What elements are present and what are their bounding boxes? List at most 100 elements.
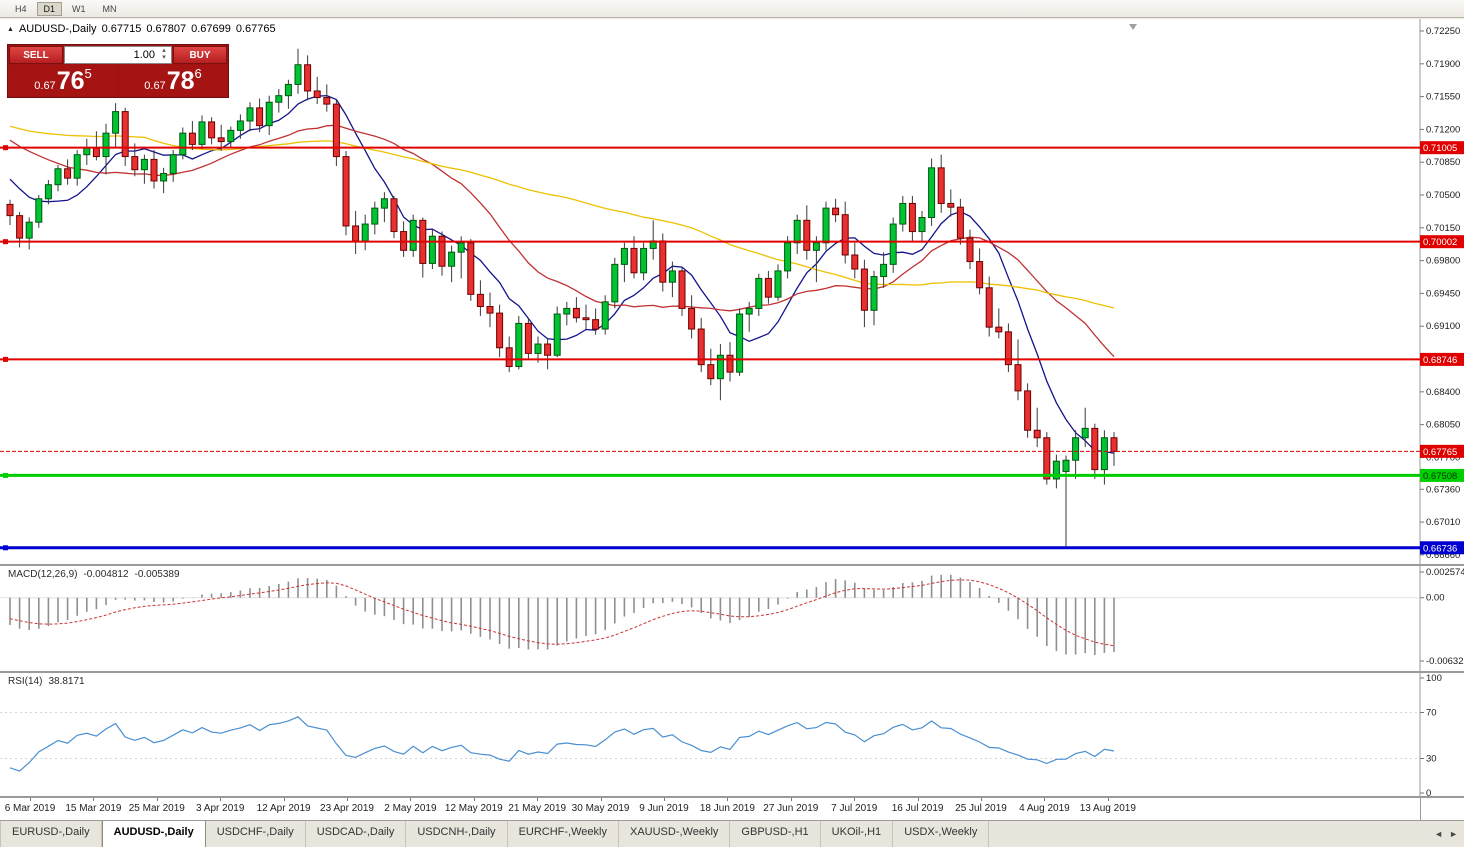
tab-scroll-right-icon[interactable]: ► [1449, 829, 1458, 839]
svg-text:0.72250: 0.72250 [1426, 26, 1460, 37]
chart-symbol-label: AUDUSD-,Daily [18, 23, 97, 35]
buy-price-display[interactable]: 0.67 78 6 [119, 65, 227, 96]
tab-gbpusd-h1[interactable]: GBPUSD-,H1 [730, 821, 821, 847]
svg-text:0.71550: 0.71550 [1426, 92, 1460, 103]
svg-text:0.67010: 0.67010 [1426, 517, 1460, 528]
sell-price-display[interactable]: 0.67 76 5 [9, 65, 117, 96]
svg-text:0.66736: 0.66736 [1423, 543, 1457, 554]
svg-text:0.68746: 0.68746 [1423, 355, 1457, 366]
sell-button[interactable]: SELL [9, 46, 63, 64]
svg-text:0.67765: 0.67765 [1423, 447, 1457, 458]
rsi-value: 38.8171 [48, 676, 85, 687]
date-tick [537, 798, 539, 801]
date-tick-label: 27 Jun 2019 [763, 803, 819, 814]
date-tick [664, 798, 665, 801]
date-axis[interactable]: 6 Mar 2019 15 Mar 2019 25 Mar 2019 3 Apr 20… [0, 798, 1464, 820]
date-tick [600, 798, 602, 801]
rsi-label: RSI(14) 38.8171 [8, 676, 85, 687]
tab-usdcad-daily[interactable]: USDCAD-,Daily [306, 821, 407, 847]
volume-down-icon[interactable]: ▾ [162, 54, 166, 61]
date-tick [917, 798, 919, 801]
date-tick-label: 25 Mar 2019 [128, 803, 185, 814]
svg-text:0.69450: 0.69450 [1426, 288, 1460, 299]
sell-price-figure: 0.67 [34, 80, 56, 92]
svg-text:0.70150: 0.70150 [1426, 223, 1460, 234]
date-tick-label: 25 Jul 2019 [955, 803, 1007, 814]
svg-text:0.69800: 0.69800 [1426, 256, 1460, 267]
panel-separator[interactable] [0, 564, 1464, 566]
timeframe-toolbar: H4 D1 W1 MN [0, 0, 1464, 18]
date-tick [981, 798, 982, 801]
timeframe-button-h4[interactable]: H4 [15, 3, 27, 14]
date-tick [1044, 798, 1046, 801]
tab-eurusd-daily[interactable]: EURUSD-,Daily [0, 821, 102, 847]
date-tick-label: 3 Apr 2019 [196, 803, 245, 814]
buy-price-pips: 78 [166, 67, 195, 95]
svg-text:0.71200: 0.71200 [1426, 124, 1460, 135]
rsi-name: RSI(14) [8, 676, 43, 687]
date-tick [410, 798, 412, 801]
volume-input[interactable]: 1.00 ▴ ▾ [64, 46, 172, 64]
date-tick-label: 23 Apr 2019 [320, 803, 374, 814]
macd-value-main: -0.004812 [83, 569, 129, 580]
date-tick [854, 798, 856, 801]
ohlc-low: 0.67699 [191, 23, 231, 35]
collapse-trade-panel-icon[interactable]: ▲ [7, 25, 14, 33]
svg-text:0.69100: 0.69100 [1426, 321, 1460, 332]
svg-text:0.67508: 0.67508 [1423, 471, 1457, 482]
svg-text:0.66660: 0.66660 [1426, 550, 1460, 561]
timeframe-button-w1[interactable]: W1 [72, 3, 86, 14]
date-tick [283, 798, 285, 801]
tab-usdx-weekly[interactable]: USDX-,Weekly [893, 821, 990, 847]
svg-text:0.70500: 0.70500 [1426, 190, 1460, 201]
timeframe-button-mn[interactable]: MN [102, 3, 117, 14]
tab-xauusd-weekly[interactable]: XAUUSD-,Weekly [619, 821, 731, 847]
main-chart-canvas[interactable]: 0.72250 0.71900 0.71550 0.71200 0.70850 0.705… [0, 19, 1464, 564]
tab-scroll-left-icon[interactable]: ◄ [1434, 829, 1444, 839]
rsi-panel[interactable]: 100 70 30 0 [0, 673, 1464, 796]
tab-ukoil-h1[interactable]: UKOil-,H1 [821, 821, 894, 847]
date-tick-label: 4 Aug 2019 [1019, 803, 1070, 814]
panel-separator[interactable] [0, 796, 1464, 798]
ohlc-high: 0.67807 [146, 23, 187, 35]
chart-ohlc-header: ▲ AUDUSD-,Daily 0.67715 0.67807 0.67699 … [7, 23, 276, 35]
svg-text:0.67700: 0.67700 [1426, 452, 1460, 463]
tab-eurchf-weekly[interactable]: EURCHF-,Weekly [508, 821, 619, 847]
date-tick-label: 16 Jul 2019 [891, 803, 944, 814]
panel-separator[interactable] [0, 671, 1464, 673]
timeframe-button-d1[interactable]: D1 [36, 1, 63, 16]
buy-button[interactable]: BUY [173, 46, 227, 64]
volume-up-icon[interactable]: ▴ [162, 47, 166, 54]
macd-name: MACD(12,26,9) [8, 569, 78, 580]
date-tick-label: 30 May 2019 [571, 803, 630, 814]
date-tick-label: 9 Jun 2019 [639, 803, 689, 814]
date-tick-label: 7 Jul 2019 [831, 803, 878, 814]
svg-text:0.71900: 0.71900 [1426, 59, 1460, 70]
macd-panel[interactable]: 0.002574 0.00 -0.006326 [0, 566, 1464, 671]
date-tick [727, 798, 729, 801]
svg-text:0.70850: 0.70850 [1426, 157, 1460, 168]
date-tick-label: 6 Mar 2019 [4, 803, 56, 814]
svg-text:0: 0 [1426, 788, 1431, 796]
macd-value-signal: -0.005389 [134, 569, 180, 580]
svg-text:0.71005: 0.71005 [1423, 143, 1457, 154]
axis-divider [1420, 798, 1421, 820]
tab-usdchf-daily[interactable]: USDCHF-,Daily [206, 821, 306, 847]
svg-text:70: 70 [1426, 708, 1437, 719]
tab-usdcnh-daily[interactable]: USDCNH-,Daily [406, 821, 508, 847]
svg-text:0.68050: 0.68050 [1426, 420, 1460, 431]
svg-text:0.68400: 0.68400 [1426, 387, 1460, 398]
tab-nav: ◄ ► [1432, 821, 1464, 847]
svg-text:100: 100 [1426, 673, 1442, 684]
date-tick-label: 18 Jun 2019 [699, 803, 755, 814]
buy-price-point: 6 [194, 66, 202, 81]
date-tick-label: 12 Apr 2019 [256, 803, 311, 814]
date-tick-label: 15 Mar 2019 [65, 803, 122, 814]
date-tick [1107, 798, 1109, 801]
svg-text:-0.006326: -0.006326 [1426, 656, 1464, 667]
date-tick-label: 12 May 2019 [444, 803, 503, 814]
one-click-trading-panel: SELL 1.00 ▴ ▾ BUY 0.67 76 5 0.67 78 6 [7, 44, 229, 98]
sell-price-pips: 76 [56, 67, 85, 95]
tab-audusd-daily[interactable]: AUDUSD-,Daily [101, 821, 206, 847]
